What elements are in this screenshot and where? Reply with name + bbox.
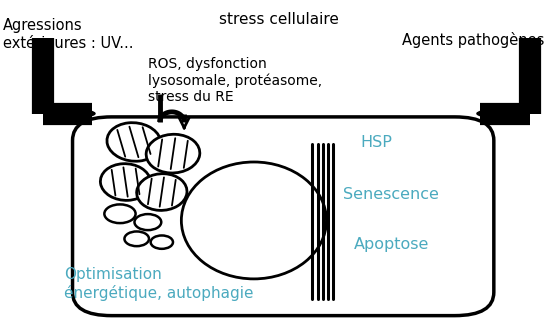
Text: stress cellulaire: stress cellulaire <box>219 12 339 27</box>
Text: Agents pathogènes: Agents pathogènes <box>402 32 544 48</box>
Text: HSP: HSP <box>360 135 392 150</box>
Text: Télomerase,
Réparation ADN...: Télomerase, Réparation ADN... <box>201 205 307 233</box>
Ellipse shape <box>107 123 161 161</box>
Ellipse shape <box>100 164 151 200</box>
Circle shape <box>124 231 149 246</box>
Circle shape <box>134 214 161 230</box>
Text: Optimisation
énergétique, autophagie: Optimisation énergétique, autophagie <box>64 267 254 301</box>
FancyBboxPatch shape <box>73 117 494 316</box>
Text: Apoptose: Apoptose <box>354 237 430 252</box>
Ellipse shape <box>146 134 200 173</box>
Text: Senescence: Senescence <box>343 187 439 202</box>
Circle shape <box>151 235 173 249</box>
Text: ROS, dysfonction
lysosomale, protéasome,
stress du RE: ROS, dysfonction lysosomale, protéasome,… <box>148 57 322 104</box>
Circle shape <box>104 204 136 223</box>
Text: Agressions
extérieures : UV...: Agressions extérieures : UV... <box>3 18 133 51</box>
Ellipse shape <box>137 174 187 210</box>
Ellipse shape <box>181 162 326 279</box>
